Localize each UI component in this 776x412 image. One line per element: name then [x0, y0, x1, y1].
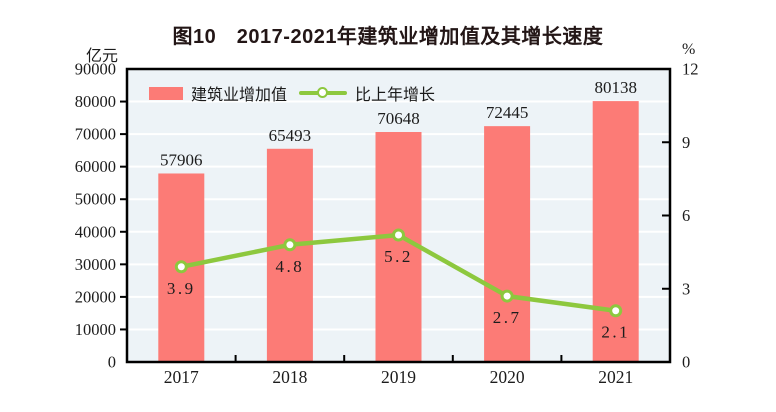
- right-axis-tick-label: 3: [682, 279, 690, 298]
- bar-value-label-2018: 65493: [269, 126, 312, 145]
- x-axis-label-2018: 2018: [272, 367, 307, 387]
- line-series-swatch: [299, 87, 348, 99]
- line-value-label-2017: 3.9: [167, 279, 196, 298]
- bar-2021: [592, 101, 639, 362]
- left-axis-tick-label: 80000: [75, 92, 116, 111]
- x-axis-label-2017: 2017: [164, 367, 199, 387]
- bar-2019: [375, 132, 422, 362]
- chart-title: 图10 2017-2021年建筑业增加值及其增长速度: [172, 26, 604, 48]
- left-axis-tick-label: 30000: [75, 255, 116, 274]
- bar-value-label-2021: 80138: [594, 78, 637, 97]
- bar-series-swatch: [149, 86, 183, 100]
- line-point-2018: [283, 238, 297, 252]
- x-axis-label-2019: 2019: [381, 367, 416, 387]
- left-axis-tick-label: 60000: [75, 157, 116, 176]
- bar-2020: [484, 126, 531, 362]
- line-point-2021: [609, 304, 623, 318]
- legend: 建筑业增加值 比上年增长: [149, 81, 435, 105]
- right-axis-unit-label: %: [682, 41, 696, 58]
- left-axis-unit-label: 亿元: [85, 48, 118, 65]
- bar-value-label-2020: 72445: [486, 103, 529, 122]
- left-axis-tick-label: 40000: [75, 222, 116, 241]
- line-point-2019: [392, 228, 405, 242]
- line-value-label-2019: 5.2: [384, 247, 413, 266]
- legend-bar-label: 建筑业增加值: [191, 87, 288, 104]
- legend-item-line: 比上年增长: [299, 81, 435, 105]
- left-axis-tick-label: 90000: [75, 60, 116, 79]
- right-axis-tick-label: 9: [682, 133, 690, 152]
- left-axis-tick-label: 50000: [75, 190, 116, 209]
- right-axis-tick-label: 0: [682, 353, 690, 372]
- legend-item-bar: 建筑业增加值: [149, 81, 287, 105]
- left-axis-tick-label: 0: [108, 353, 116, 372]
- bar-2018: [266, 148, 313, 362]
- right-axis-tick-label: 12: [682, 60, 699, 79]
- bar-value-label-2017: 57906: [160, 150, 203, 169]
- line-swatch-marker-icon: [317, 87, 329, 98]
- line-value-label-2021: 2.1: [601, 323, 630, 342]
- line-value-label-2018: 4.8: [276, 257, 305, 276]
- left-axis-tick-label: 20000: [75, 287, 116, 306]
- x-axis-label-2021: 2021: [598, 367, 633, 387]
- bar-value-label-2019: 70648: [377, 109, 420, 128]
- line-point-2020: [500, 289, 514, 303]
- right-axis-tick-label: 6: [682, 206, 690, 225]
- left-axis-tick-label: 10000: [75, 320, 116, 339]
- legend-line-label: 比上年增长: [355, 87, 436, 104]
- left-axis-tick-label: 70000: [75, 125, 116, 144]
- x-axis-label-2020: 2020: [490, 367, 525, 387]
- line-point-2017: [174, 260, 188, 274]
- line-value-label-2020: 2.7: [493, 308, 522, 327]
